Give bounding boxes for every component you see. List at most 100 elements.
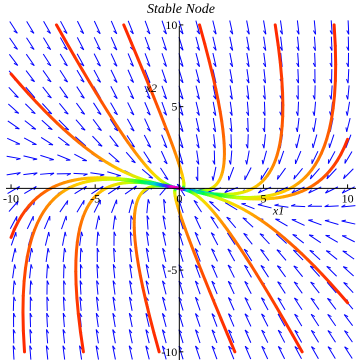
field-arrow [311,134,318,149]
field-arrow [291,203,306,208]
field-arrow [128,296,133,311]
field-arrow [79,231,84,246]
field-arrow [76,69,85,83]
field-arrow [61,231,67,246]
field-arrow [127,102,135,116]
trajectory [173,186,237,354]
field-arrow [345,85,350,100]
field-arrow [277,297,286,311]
field-arrow [344,330,353,343]
field-arrow [194,296,201,311]
field-arrow [162,247,167,262]
y-tick-label: 5 [171,100,177,114]
x-axis-label: x1 [272,203,284,217]
field-arrow [227,167,235,181]
field-arrow [146,231,150,246]
field-arrow [144,118,151,132]
field-arrow [46,280,50,295]
field-arrow [93,53,101,67]
field-arrow [294,346,302,360]
field-arrow [146,215,150,230]
field-arrow [227,248,236,262]
field-arrow [295,101,300,116]
field-arrow [141,168,154,179]
field-arrow [343,168,354,180]
field-arrow [279,36,283,51]
trajectory [74,180,175,354]
field-arrow [194,215,202,230]
field-arrow [161,36,167,51]
field-arrow [59,200,69,213]
field-arrow [227,297,235,311]
field-arrow [113,247,117,263]
field-arrow [261,345,269,360]
field-arrow [161,20,167,35]
field-arrow [229,117,233,133]
field-arrow [260,249,270,261]
field-arrow [128,329,133,344]
field-arrow [40,172,55,176]
field-arrow [327,313,337,327]
y-tick-label: 10 [165,18,177,32]
field-arrow [194,231,201,246]
field-arrow [96,247,100,263]
field-arrow [325,186,339,194]
field-arrow [59,53,68,67]
field-arrow [128,345,133,360]
field-arrow [112,296,116,311]
y-tick-label: -10 [161,345,177,359]
field-arrow [44,231,51,246]
field-arrow [262,117,266,133]
trajectory [181,23,226,193]
field-arrow [79,247,83,263]
axes: -10 -5 0 5 10 -10 -5 5 10 x1 x2 [3,18,356,360]
field-arrow [343,282,354,294]
x-tick-label: 10 [342,191,354,205]
field-arrow [243,232,253,245]
field-arrow [43,21,51,34]
field-arrow [24,103,36,115]
field-arrow [342,266,354,277]
field-arrow [40,154,54,161]
field-arrow [309,168,320,180]
field-arrow [211,329,218,344]
field-arrow [92,119,102,131]
field-arrow [127,69,135,83]
field-arrow [195,345,201,360]
field-arrow [76,86,85,99]
field-arrow [276,167,286,180]
field-arrow [276,265,286,278]
field-arrow [162,231,167,246]
field-arrow [110,20,118,35]
field-arrow [58,102,69,115]
field-arrow [246,20,250,35]
field-arrow [9,216,18,229]
field-arrow [96,231,100,246]
field-arrow [312,117,317,132]
field-arrow [228,150,233,165]
field-arrow [93,102,102,115]
field-arrow [329,85,333,100]
field-arrow [279,20,283,35]
field-arrow [194,329,201,344]
field-arrow [261,150,267,165]
field-arrow [246,69,250,84]
field-arrow [274,203,289,208]
field-arrow [295,134,301,149]
field-arrow [257,203,272,209]
field-arrow [161,101,168,116]
field-arrow [291,219,305,226]
field-arrow [211,280,218,295]
field-arrow [129,231,133,246]
field-arrow [127,53,134,67]
field-arrow [195,118,200,133]
field-arrow [129,280,133,295]
field-arrow [93,37,101,51]
field-arrow [12,345,16,360]
field-arrow [62,247,67,263]
field-arrow [96,280,100,295]
field-arrow [74,185,87,195]
field-arrow [276,249,287,261]
field-arrow [229,85,233,100]
field-arrow [228,345,235,360]
